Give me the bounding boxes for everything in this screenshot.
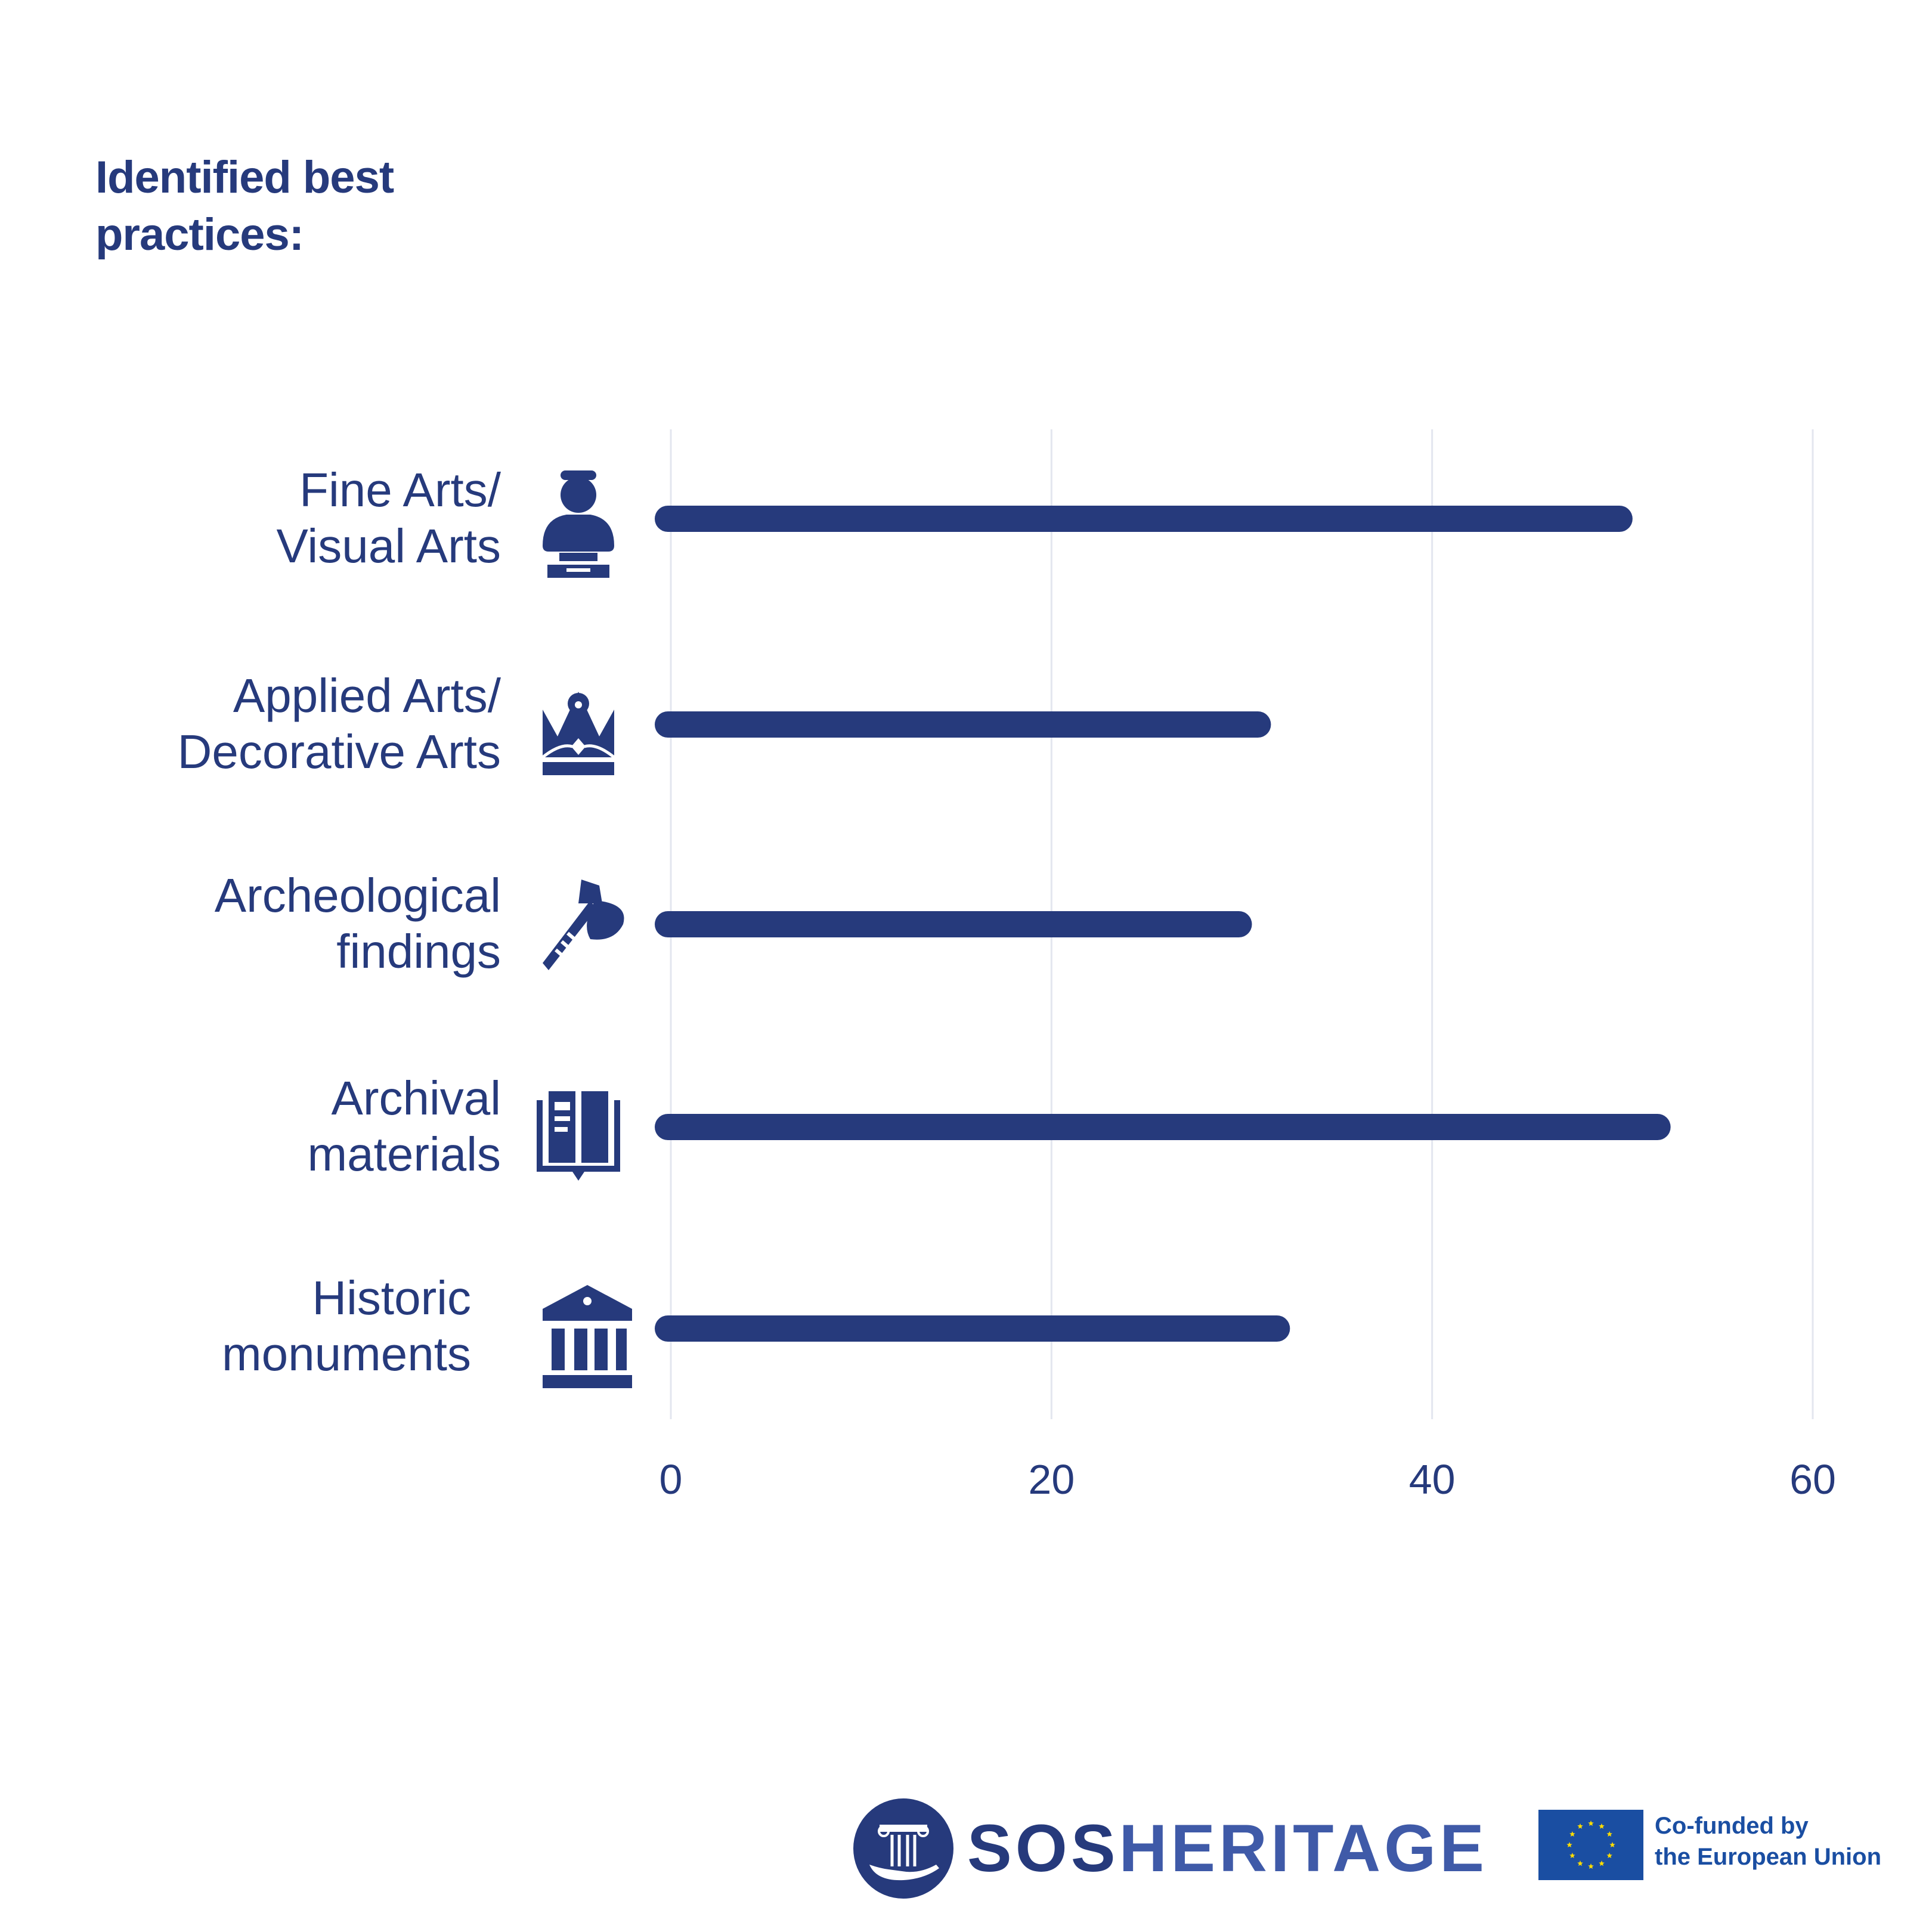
x-tick-label: 0 [660, 1456, 683, 1503]
category-label-applied-arts: Applied Arts/ Decorative Arts [177, 669, 501, 778]
x-tick-label: 60 [1789, 1456, 1836, 1503]
eu-star [1609, 1842, 1615, 1848]
eu-cofunded-text: Co-funded by the European Union [1655, 1813, 1881, 1870]
eu-star [1599, 1823, 1605, 1829]
eu-star [1606, 1853, 1612, 1859]
x-tick-label: 40 [1409, 1456, 1456, 1503]
eu-star [1577, 1823, 1583, 1829]
crown-icon [541, 692, 615, 775]
x-tick-label: 20 [1028, 1456, 1075, 1503]
chart-title: Identified best practices: [95, 152, 394, 260]
brand-wordmark: SOSHERITAGE [967, 1807, 1488, 1890]
eu-star [1569, 1831, 1575, 1837]
eu-star [1569, 1853, 1575, 1859]
book-icon [537, 1091, 620, 1181]
category-label-fine-arts: Fine Arts/ Visual Arts [276, 463, 501, 572]
museum-icon [543, 1285, 632, 1388]
eu-flag-icon [1538, 1810, 1643, 1880]
axe-icon [543, 880, 624, 970]
category-label-archival: Archival materials [307, 1072, 501, 1181]
eu-star [1566, 1842, 1572, 1848]
eu-star [1577, 1860, 1583, 1866]
category-label-historic: Historic monuments [222, 1271, 471, 1380]
eu-star [1606, 1831, 1612, 1837]
sos-heritage-logo-icon [853, 1798, 953, 1899]
eu-star [1588, 1863, 1594, 1869]
brand-heritage: HERITAGE [1119, 1811, 1488, 1885]
bust-icon [543, 470, 614, 578]
eu-star [1588, 1820, 1594, 1826]
brand-sos: SOS [967, 1811, 1119, 1885]
category-label-archeological: Archeological findings [214, 869, 501, 978]
eu-star [1599, 1860, 1605, 1866]
